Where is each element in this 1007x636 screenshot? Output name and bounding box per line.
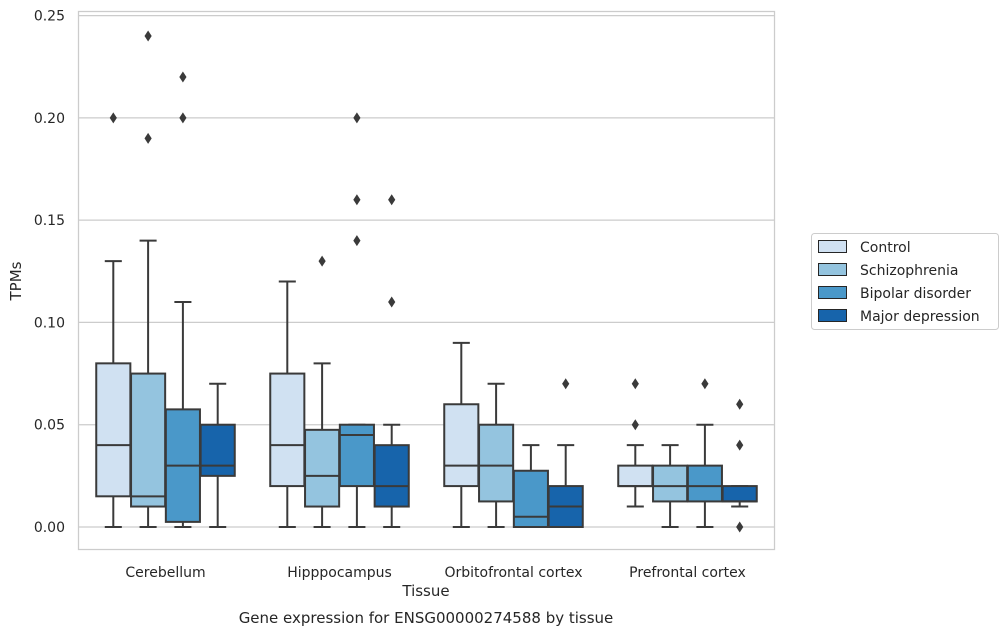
outlier-point (736, 439, 744, 451)
box-2-3 (547, 378, 584, 528)
y-axis-ticks: 0.00 0.05 0.10 0.15 0.20 0.25 (34, 9, 65, 536)
legend-label: Bipolar disorder (860, 286, 971, 302)
box-1-1 (304, 255, 341, 528)
box-body (478, 423, 515, 503)
box-0-1 (130, 30, 167, 528)
outlier-point (179, 71, 187, 83)
box-body (686, 464, 723, 503)
box-3-3 (721, 398, 758, 533)
legend-swatch (818, 309, 847, 322)
box-3-1 (652, 444, 689, 528)
x-axis-label: Tissue (401, 582, 449, 600)
x-axis-ticks: Cerebellum Hipppocampus Orbitofrontal cort… (125, 565, 745, 581)
box-body (652, 464, 689, 503)
legend-swatch (818, 263, 847, 276)
x-tick-label: Cerebellum (125, 565, 205, 581)
y-tick-label: 0.20 (34, 111, 65, 127)
x-tick-label: Prefrontal cortex (629, 565, 746, 581)
outlier-point (353, 235, 361, 247)
box-1-3 (373, 194, 410, 528)
outlier-point (736, 398, 744, 410)
outlier-point (562, 378, 570, 390)
y-tick-label: 0.00 (34, 520, 65, 536)
box-3-2 (686, 378, 723, 528)
box-groups (95, 30, 758, 533)
outlier-point (388, 194, 396, 206)
box-body (130, 372, 167, 508)
legend-frame (811, 233, 999, 330)
box-body (443, 403, 480, 488)
box-body (95, 362, 132, 498)
outlier-point (388, 296, 396, 308)
box-body (269, 372, 306, 488)
box-1-0 (269, 280, 306, 528)
outlier-point (144, 132, 152, 144)
outlier-point (631, 378, 639, 390)
y-tick-label: 0.05 (34, 418, 65, 434)
box-body (721, 485, 758, 503)
x-tick-label: Hipppocampus (287, 565, 392, 581)
y-tick-label: 0.10 (34, 315, 65, 331)
outlier-point (109, 112, 117, 124)
legend-label: Schizophrenia (860, 263, 958, 279)
box-body (199, 423, 236, 477)
box-0-0 (95, 112, 132, 528)
legend-label: Major depression (860, 309, 980, 325)
box-body (373, 444, 410, 508)
y-tick-label: 0.15 (34, 213, 65, 229)
box-body (338, 423, 375, 488)
y-axis-label: TPMs (7, 261, 25, 301)
plot-area (77, 10, 776, 551)
chart-caption: Gene expression for ENSG00000274588 by t… (239, 609, 614, 627)
legend-swatch (818, 286, 847, 299)
outlier-point (701, 378, 709, 390)
box-2-2 (512, 444, 549, 528)
box-body (304, 428, 341, 508)
box-0-2 (164, 71, 201, 528)
outlier-point (318, 255, 326, 267)
legend: Control Schizophrenia Bipolar disorder Majo… (811, 233, 999, 330)
y-tick-label: 0.25 (34, 9, 65, 25)
legend-label: Control (860, 240, 911, 256)
outlier-point (179, 112, 187, 124)
outlier-point (631, 419, 639, 431)
outlier-point (144, 30, 152, 42)
x-tick-label: Orbitofrontal cortex (445, 565, 583, 581)
box-body (617, 464, 654, 488)
legend-swatch (818, 240, 847, 253)
box-2-1 (478, 382, 515, 528)
outlier-point (736, 521, 744, 533)
box-body (512, 469, 549, 528)
outlier-point (353, 194, 361, 206)
box-1-2 (338, 112, 375, 528)
box-0-3 (199, 382, 236, 528)
outlier-point (353, 112, 361, 124)
